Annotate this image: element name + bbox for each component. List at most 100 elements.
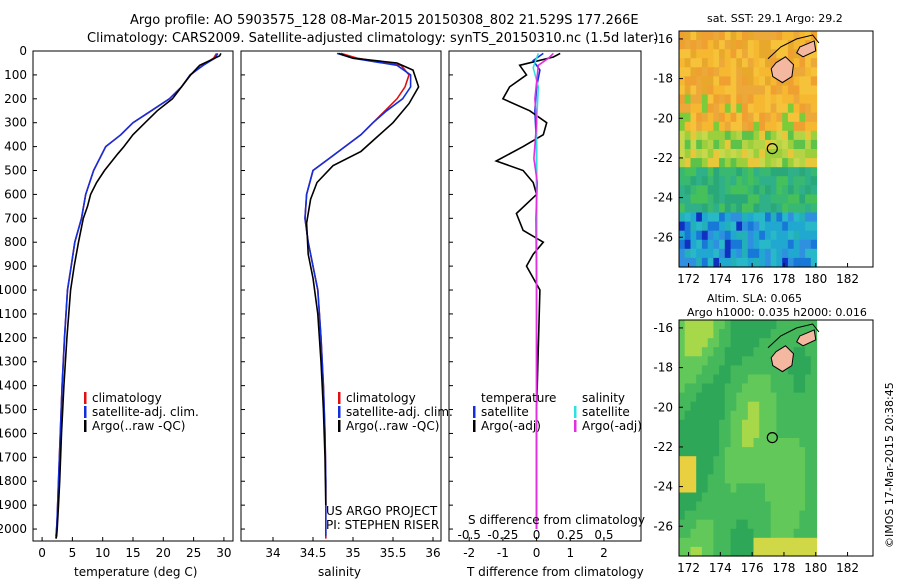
map-cell [690, 392, 697, 403]
map-cell [701, 428, 709, 439]
map-cell [736, 428, 743, 439]
map-cell [684, 519, 691, 530]
map-cell [776, 419, 783, 430]
map-cell [730, 419, 737, 430]
map-cell [782, 31, 789, 41]
depth-tick-label: 800 [4, 235, 27, 249]
map-cell [707, 94, 714, 105]
map-cell [690, 112, 697, 123]
map-cell [730, 221, 737, 232]
map-cell [753, 85, 760, 96]
map-cell [696, 94, 703, 105]
map-cell [810, 212, 818, 223]
map-cell [696, 31, 703, 41]
map-cell [679, 546, 686, 557]
map-cell [719, 365, 726, 376]
map-cell [810, 85, 818, 96]
map-cell [707, 501, 714, 512]
map-cell [707, 338, 714, 348]
map-cell [679, 356, 686, 366]
map-cell [724, 139, 732, 150]
map-cell [810, 320, 818, 330]
map-cell [684, 338, 691, 348]
map-cell [787, 121, 795, 132]
map-cell [782, 167, 789, 177]
map-cell [742, 383, 749, 394]
plot-frame [240, 50, 442, 542]
map-cell [787, 410, 795, 421]
map-cell [679, 49, 686, 59]
map-cell [782, 401, 789, 412]
map-cell [765, 139, 772, 150]
map-cell [736, 185, 743, 195]
map-cell [759, 465, 766, 475]
map-cell [810, 365, 818, 376]
series-line-satellite [304, 52, 412, 537]
map-cell [684, 185, 691, 195]
map-cell [799, 428, 806, 439]
x-tick-label: 15 [125, 546, 140, 560]
map-cell [799, 230, 806, 241]
map-cell [684, 130, 691, 141]
map-cell [765, 410, 772, 421]
map-cell [713, 176, 720, 186]
map-cell [719, 58, 726, 68]
map-cell [736, 465, 743, 475]
map-cell [799, 447, 806, 457]
map-cell [810, 356, 818, 366]
map-cell [787, 465, 795, 475]
map-cell [753, 40, 760, 50]
map-cell [799, 410, 806, 421]
map-cell [753, 158, 760, 168]
map-cell [742, 356, 749, 366]
map-cell [805, 474, 812, 484]
map-cell [730, 31, 737, 41]
map-cell [759, 139, 766, 150]
map-cell [793, 149, 800, 159]
map-cell [707, 130, 714, 141]
map-cell [799, 103, 806, 114]
map-cell [753, 49, 760, 59]
map-cell [805, 546, 812, 557]
map-cell [759, 67, 766, 77]
map-cell [782, 248, 789, 259]
map-cell [690, 428, 697, 439]
map-cell [736, 239, 743, 250]
map-cell [776, 383, 783, 394]
salinity-legend: climatology satellite-adj. clim. Argo(..… [338, 391, 453, 433]
map-cell [707, 428, 714, 439]
map-y-tick-label: -20 [653, 111, 673, 125]
map-cell [730, 528, 737, 539]
map-cell [719, 537, 726, 548]
map-cell [690, 338, 697, 348]
map-cell [810, 438, 818, 448]
map-cell [679, 176, 686, 186]
map-cell [776, 438, 783, 448]
map-cell [679, 465, 686, 475]
map-cell [730, 239, 737, 250]
map-cell [759, 537, 766, 548]
map-cell [707, 257, 714, 268]
map-cell [753, 492, 760, 503]
map-cell [747, 40, 755, 50]
map-cell [701, 338, 709, 348]
map-cell [759, 112, 766, 123]
temperature-xlabel: temperature (deg C) [74, 565, 197, 579]
map-cell [759, 85, 766, 96]
map-cell [742, 49, 749, 59]
map-cell [759, 121, 766, 132]
map-cell [707, 212, 714, 223]
map-y-tick-label: -26 [653, 230, 673, 244]
map-cell [679, 121, 686, 132]
map-cell [719, 510, 726, 521]
map-cell [747, 447, 755, 457]
difference-panel: -2 -1 0 1 2 -0.5 -0.25 0 0.25 0.5 [448, 50, 642, 560]
map-x-tick-label: 176 [741, 272, 764, 286]
map-cell [747, 465, 755, 475]
map-cell [719, 546, 726, 557]
map-cell [736, 158, 743, 168]
map-cell [742, 67, 749, 77]
legend-title-temperature: temperature [481, 391, 556, 405]
map-cell [759, 221, 766, 232]
map-cell [701, 537, 709, 548]
